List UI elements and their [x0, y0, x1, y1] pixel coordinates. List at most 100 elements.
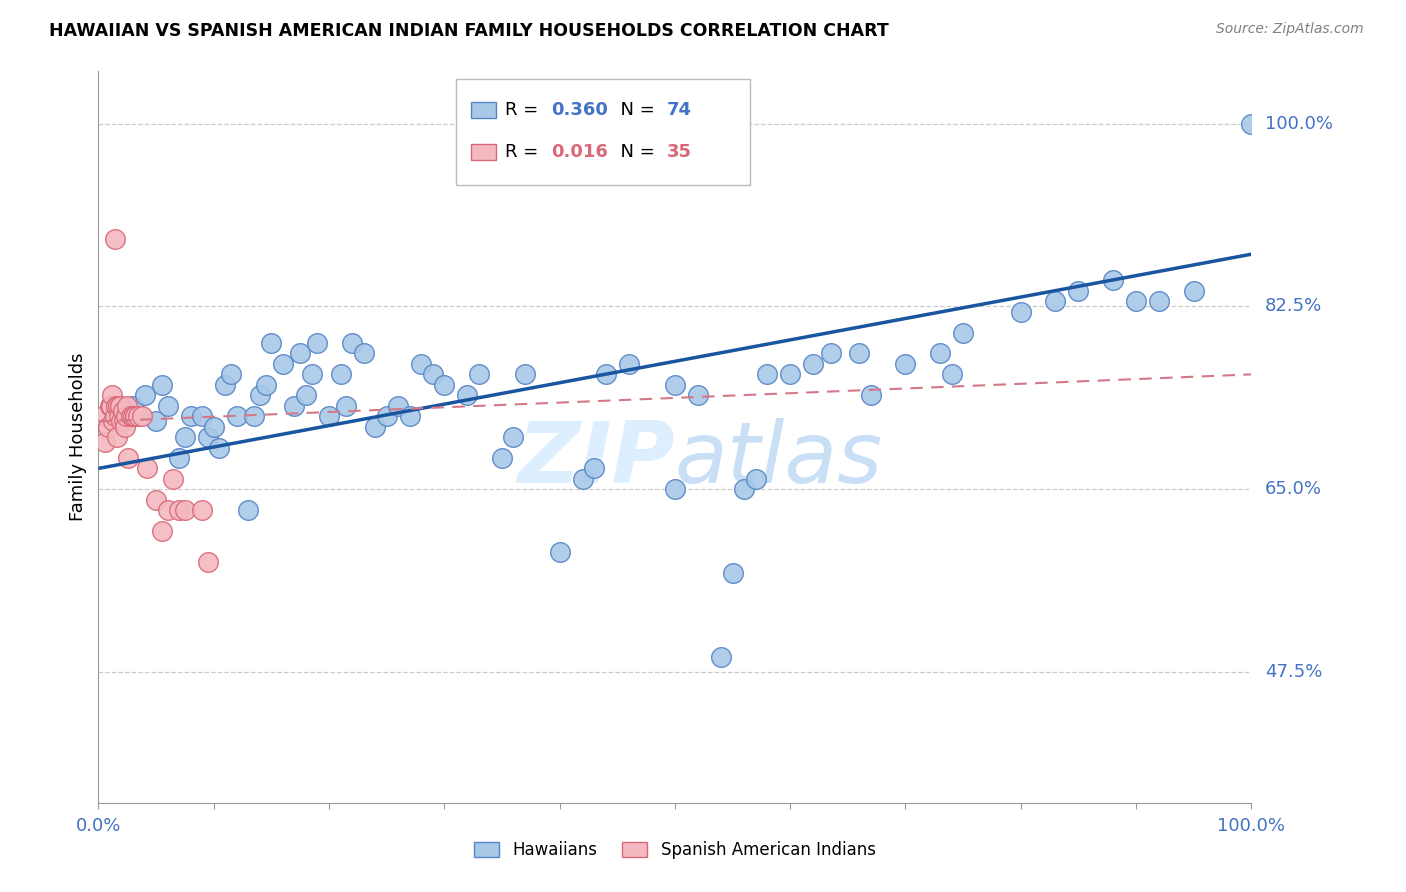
Point: [180, 409, 202, 424]
Text: HAWAIIAN VS SPANISH AMERICAN INDIAN FAMILY HOUSEHOLDS CORRELATION CHART: HAWAIIAN VS SPANISH AMERICAN INDIAN FAMI…: [49, 22, 889, 40]
Point: [710, 649, 733, 664]
Point: [744, 472, 766, 486]
Point: [411, 357, 433, 371]
Point: [375, 409, 398, 424]
Point: [110, 414, 132, 428]
Point: [271, 357, 294, 371]
Point: [820, 346, 842, 360]
Point: [398, 409, 420, 424]
Point: [238, 503, 260, 517]
Point: [664, 483, 686, 497]
Text: 0.016: 0.016: [551, 143, 609, 161]
Point: [848, 346, 870, 360]
Point: [112, 414, 135, 428]
Text: 0.360: 0.360: [551, 101, 609, 120]
Point: [548, 545, 571, 559]
Point: [103, 409, 125, 424]
Point: [859, 388, 882, 402]
Point: [103, 231, 125, 245]
Point: [617, 357, 640, 371]
Point: [103, 414, 125, 428]
Point: [283, 399, 305, 413]
Point: [110, 399, 132, 413]
Point: [167, 503, 190, 517]
Point: [260, 336, 283, 351]
Point: [156, 503, 179, 517]
Point: [340, 336, 363, 351]
Point: [664, 377, 686, 392]
Point: [433, 377, 456, 392]
Text: N =: N =: [609, 101, 661, 120]
Point: [952, 326, 974, 340]
Legend: Hawaiians, Spanish American Indians: Hawaiians, Spanish American Indians: [465, 833, 884, 868]
Point: [156, 399, 179, 413]
Point: [1045, 294, 1067, 309]
FancyBboxPatch shape: [456, 78, 749, 185]
Point: [1010, 304, 1032, 318]
Point: [131, 409, 153, 424]
Point: [135, 461, 157, 475]
Point: [801, 357, 824, 371]
Point: [929, 346, 952, 360]
Text: 47.5%: 47.5%: [1265, 663, 1323, 681]
Point: [364, 419, 387, 434]
FancyBboxPatch shape: [471, 102, 496, 118]
Point: [208, 441, 231, 455]
Point: [122, 399, 145, 413]
Text: 65.0%: 65.0%: [1265, 480, 1322, 499]
Point: [894, 357, 917, 371]
Point: [120, 409, 142, 424]
Point: [571, 472, 593, 486]
Text: atlas: atlas: [675, 417, 883, 500]
Point: [117, 399, 139, 413]
Point: [162, 472, 184, 486]
Point: [290, 346, 312, 360]
Text: 35: 35: [666, 143, 692, 161]
Point: [124, 409, 146, 424]
Text: 0.0%: 0.0%: [76, 816, 121, 835]
Point: [191, 503, 214, 517]
Point: [111, 404, 134, 418]
Point: [117, 450, 139, 465]
Point: [249, 388, 271, 402]
Point: [295, 388, 318, 402]
Point: [301, 368, 323, 382]
Point: [114, 419, 136, 434]
Point: [97, 419, 120, 434]
Text: N =: N =: [609, 143, 661, 161]
Point: [174, 430, 197, 444]
Point: [145, 414, 167, 428]
Point: [150, 377, 173, 392]
Point: [307, 336, 329, 351]
Point: [733, 483, 755, 497]
Point: [1067, 284, 1090, 298]
Text: R =: R =: [505, 101, 544, 120]
Point: [145, 492, 167, 507]
Point: [167, 450, 190, 465]
Point: [513, 368, 536, 382]
FancyBboxPatch shape: [471, 144, 496, 160]
Point: [456, 388, 478, 402]
Text: Source: ZipAtlas.com: Source: ZipAtlas.com: [1216, 22, 1364, 37]
Point: [225, 409, 247, 424]
Point: [219, 368, 242, 382]
Text: R =: R =: [505, 143, 544, 161]
Point: [422, 368, 444, 382]
Point: [115, 409, 138, 424]
Point: [583, 461, 606, 475]
Text: 74: 74: [666, 101, 692, 120]
Point: [98, 399, 121, 413]
Point: [94, 435, 117, 450]
Point: [1102, 273, 1125, 287]
Point: [134, 388, 156, 402]
Point: [197, 430, 219, 444]
Point: [202, 419, 225, 434]
Point: [502, 430, 524, 444]
Point: [1125, 294, 1147, 309]
Point: [318, 409, 340, 424]
Point: [191, 409, 214, 424]
Point: [1240, 117, 1263, 131]
Point: [779, 368, 801, 382]
Point: [122, 409, 145, 424]
Point: [387, 399, 409, 413]
